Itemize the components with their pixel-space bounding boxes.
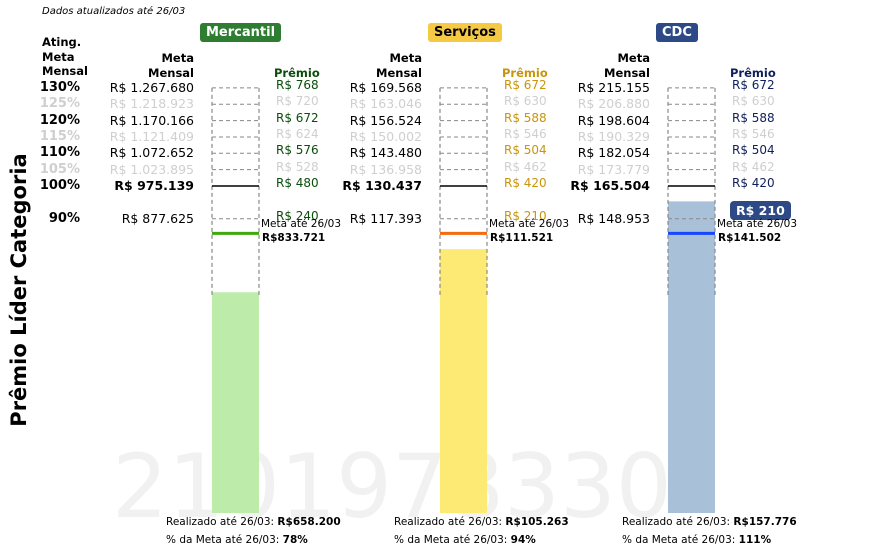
prize-value: R$ 480 bbox=[276, 176, 319, 190]
level-label: 125% bbox=[39, 96, 80, 112]
prize-value: R$ 630 bbox=[504, 94, 547, 109]
footer-pct-meta: % da Meta até 26/03: 94% bbox=[394, 534, 536, 546]
footer-realizado: Realizado até 26/03: R$157.776 bbox=[622, 516, 797, 528]
meta-value: R$ 877.625 bbox=[121, 210, 194, 226]
ating-header-line: Mensal bbox=[42, 64, 88, 78]
meta-value: R$ 130.437 bbox=[342, 178, 422, 193]
meta-header-line: Meta bbox=[161, 51, 194, 65]
footer-pct-meta: % da Meta até 26/03: 111% bbox=[622, 534, 772, 546]
meta-header-line: Mensal bbox=[148, 65, 194, 80]
cumulative-meta-label: Meta até 26/03 bbox=[717, 218, 798, 231]
prize-value: R$ 504 bbox=[732, 143, 775, 158]
meta-value: R$ 1.121.409 bbox=[109, 128, 194, 144]
realizado-bar bbox=[212, 292, 259, 513]
realizado-value: R$658.200 bbox=[277, 516, 341, 528]
prize-value: R$ 630 bbox=[732, 94, 775, 109]
category-header: Mercantil bbox=[200, 23, 282, 42]
meta-value: R$ 1.170.166 bbox=[109, 112, 194, 128]
meta-value: R$ 150.002 bbox=[349, 128, 422, 144]
pct-meta-value: 78% bbox=[282, 534, 308, 546]
level-label: 110% bbox=[39, 145, 80, 161]
meta-value: R$ 136.958 bbox=[349, 161, 422, 177]
prize-value: R$ 672 bbox=[504, 77, 547, 92]
meta-header-line: Meta bbox=[389, 51, 422, 65]
meta-value: R$ 1.267.680 bbox=[109, 79, 194, 95]
realizado-bar bbox=[668, 201, 715, 513]
premio-header: Prêmio bbox=[502, 66, 548, 80]
pct-meta-value: 94% bbox=[510, 534, 536, 546]
ating-header: Ating. Meta Mensal bbox=[42, 35, 88, 79]
footer-realizado: Realizado até 26/03: R$658.200 bbox=[166, 516, 341, 528]
meta-value: R$ 215.155 bbox=[577, 79, 650, 95]
cumulative-meta-value: R$141.502 bbox=[718, 232, 782, 245]
watermark: 2101978330 bbox=[112, 435, 672, 538]
meta-header: Meta Mensal bbox=[222, 51, 422, 80]
footer-pct-meta: % da Meta até 26/03: 78% bbox=[166, 534, 308, 546]
prize-value: R$ 768 bbox=[276, 77, 319, 92]
realizado-value: R$105.263 bbox=[505, 516, 569, 528]
prize-value: R$ 672 bbox=[732, 77, 775, 92]
cumulative-meta-label: Meta até 26/03 bbox=[261, 218, 342, 231]
meta-header: Meta Mensal bbox=[0, 51, 194, 80]
meta-value: R$ 163.046 bbox=[349, 96, 422, 112]
footer-realizado: Realizado até 26/03: R$105.263 bbox=[394, 516, 569, 528]
level-label: 100% bbox=[39, 178, 80, 193]
level-label: 130% bbox=[39, 79, 80, 95]
ating-header-line: Meta bbox=[42, 49, 75, 64]
achieved-prize-badge: R$ 210 bbox=[730, 200, 791, 220]
meta-value: R$ 156.524 bbox=[349, 112, 422, 128]
level-label: 120% bbox=[39, 112, 80, 128]
premio-header: Prêmio bbox=[730, 66, 776, 80]
realizado-bar bbox=[440, 249, 487, 513]
prize-value: R$ 576 bbox=[276, 143, 319, 158]
meta-value: R$ 975.139 bbox=[114, 178, 194, 193]
meta-value: R$ 143.480 bbox=[349, 145, 422, 161]
prize-value: R$ 210 bbox=[504, 208, 547, 223]
prize-value: R$ 588 bbox=[732, 110, 775, 125]
meta-value: R$ 148.953 bbox=[577, 210, 650, 226]
prize-value: R$ 588 bbox=[504, 110, 547, 125]
meta-value: R$ 173.779 bbox=[577, 161, 650, 177]
prize-value: R$ 624 bbox=[276, 126, 319, 141]
pct-meta-value: 111% bbox=[738, 534, 772, 546]
meta-value: R$ 165.504 bbox=[570, 178, 650, 193]
meta-value: R$ 190.329 bbox=[577, 128, 650, 144]
meta-value: R$ 1.072.652 bbox=[109, 145, 194, 161]
prize-value: R$ 672 bbox=[276, 110, 319, 125]
ating-header-line: Ating. bbox=[42, 35, 82, 49]
prize-value: R$ 462 bbox=[732, 159, 775, 174]
prize-value: R$ 546 bbox=[504, 126, 547, 141]
level-label: 115% bbox=[39, 128, 80, 144]
prize-value: R$ 420 bbox=[504, 176, 547, 190]
prize-value: R$ 528 bbox=[276, 159, 319, 174]
category-header: CDC bbox=[656, 23, 698, 42]
prize-value: R$ 240 bbox=[276, 208, 319, 223]
premio-header: Prêmio bbox=[274, 66, 320, 80]
prize-value: R$ 420 bbox=[732, 176, 775, 190]
cumulative-meta-value: R$111.521 bbox=[490, 232, 554, 245]
cumulative-meta-value: R$833.721 bbox=[262, 232, 326, 245]
meta-value: R$ 1.218.923 bbox=[109, 96, 194, 112]
meta-value: R$ 198.604 bbox=[577, 112, 650, 128]
cumulative-meta-label: Meta até 26/03 bbox=[489, 218, 570, 231]
meta-header-line: Mensal bbox=[604, 65, 650, 80]
prize-value: R$ 462 bbox=[504, 159, 547, 174]
meta-header-line: Mensal bbox=[376, 65, 422, 80]
category-header: Serviços bbox=[428, 23, 502, 42]
prize-value: R$ 720 bbox=[276, 94, 319, 109]
realizado-value: R$157.776 bbox=[733, 516, 797, 528]
level-label: 105% bbox=[39, 161, 80, 177]
meta-value: R$ 117.393 bbox=[349, 210, 422, 226]
updated-note: Dados atualizados até 26/03 bbox=[42, 6, 186, 17]
meta-value: R$ 1.023.895 bbox=[109, 161, 194, 177]
meta-value: R$ 182.054 bbox=[577, 145, 650, 161]
meta-header-line: Meta bbox=[617, 51, 650, 65]
meta-header: Meta Mensal bbox=[450, 51, 650, 80]
meta-value: R$ 169.568 bbox=[349, 79, 422, 95]
level-label: 90% bbox=[48, 210, 80, 226]
meta-value: R$ 206.880 bbox=[577, 96, 650, 112]
prize-value: R$ 504 bbox=[504, 143, 547, 158]
prize-value: R$ 546 bbox=[732, 126, 775, 141]
